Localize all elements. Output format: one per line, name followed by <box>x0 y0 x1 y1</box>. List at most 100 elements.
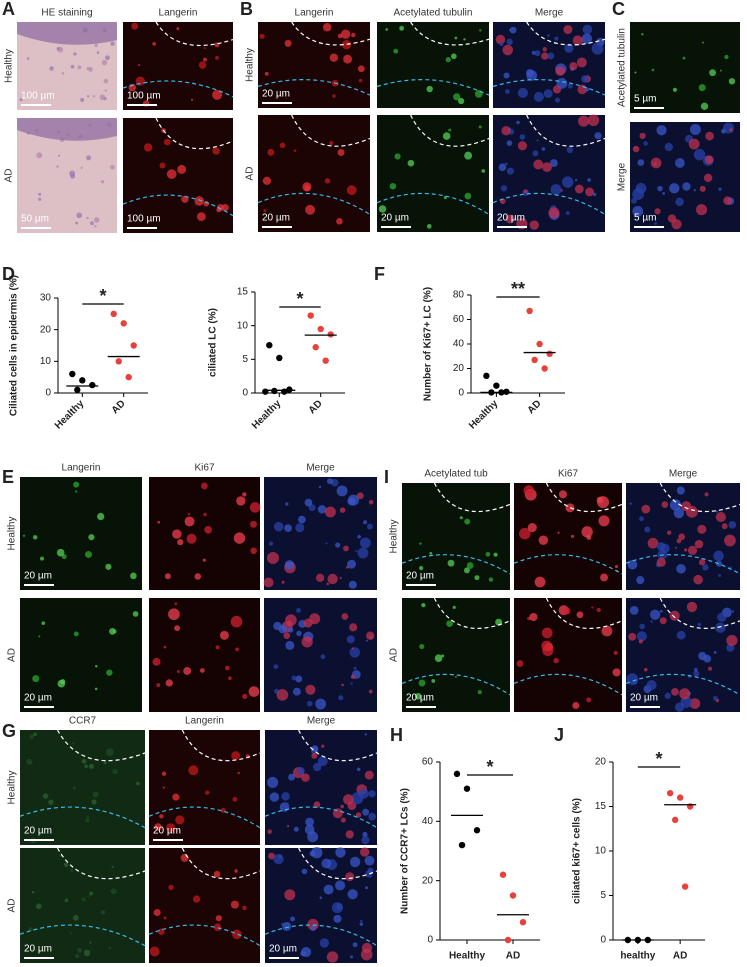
cell <box>267 148 275 156</box>
row-label: AD <box>4 169 15 183</box>
column-title: HE staining <box>41 8 92 19</box>
cell <box>364 770 374 780</box>
data-point <box>526 307 533 315</box>
cell <box>304 498 313 507</box>
dashed-border <box>410 21 490 46</box>
cell <box>697 524 707 534</box>
cell <box>281 580 285 584</box>
cell <box>230 615 243 628</box>
cell <box>542 47 548 52</box>
cell <box>541 52 549 60</box>
cell <box>365 870 373 878</box>
cell <box>73 631 79 637</box>
cell <box>474 89 483 98</box>
cell <box>669 499 682 511</box>
cell <box>694 539 704 549</box>
cell <box>500 185 508 192</box>
cell <box>203 46 206 50</box>
x-tick-label: Healthy <box>53 398 87 432</box>
row-label: Healthy <box>7 771 18 805</box>
y-tick-label: 10 <box>237 320 249 331</box>
cell <box>547 52 555 60</box>
cell <box>682 56 686 60</box>
cell <box>159 814 164 819</box>
cell <box>162 786 165 789</box>
cell <box>474 575 480 581</box>
cell <box>26 758 33 765</box>
cell <box>351 647 354 650</box>
data-point <box>307 312 314 319</box>
cell <box>362 831 368 838</box>
dashed-border <box>148 924 261 947</box>
cell <box>574 184 584 194</box>
dashed-border <box>513 673 623 696</box>
cell <box>326 582 330 586</box>
cell <box>414 693 422 700</box>
cell <box>584 87 590 92</box>
cell <box>69 170 76 177</box>
cell <box>341 40 352 50</box>
cell <box>350 682 353 685</box>
cell <box>498 163 507 172</box>
micrograph <box>123 118 233 233</box>
cell <box>477 690 482 695</box>
cell <box>571 534 575 538</box>
cell <box>574 178 578 182</box>
cell <box>666 530 672 535</box>
cell <box>49 66 54 71</box>
cell <box>94 687 98 691</box>
cell <box>343 794 354 805</box>
cell <box>509 26 517 34</box>
row-label: Healthy <box>245 48 256 82</box>
column-title: Merge <box>307 716 336 727</box>
y-tick-label: 5 <box>600 890 606 901</box>
cell <box>104 89 108 92</box>
cell <box>598 515 610 527</box>
cell <box>38 197 42 201</box>
cell <box>212 147 220 155</box>
cell <box>554 97 561 103</box>
cell <box>273 664 279 670</box>
cell <box>103 761 107 765</box>
cell <box>682 182 691 191</box>
cell <box>643 141 648 146</box>
data-point <box>317 325 324 333</box>
cell <box>232 929 242 940</box>
y-tick-label: 80 <box>453 290 465 301</box>
cell <box>92 791 99 798</box>
column-title: Ki67 <box>558 469 578 480</box>
cell <box>643 667 648 672</box>
cell <box>673 507 685 519</box>
cell <box>368 499 374 505</box>
cell <box>205 790 210 795</box>
data-point <box>463 785 471 792</box>
cell <box>284 560 295 570</box>
cell <box>86 155 92 161</box>
cell <box>356 767 361 772</box>
data-point <box>536 340 543 348</box>
cell <box>161 771 167 776</box>
data-point <box>110 310 117 318</box>
dashed-border <box>291 114 371 147</box>
cell <box>186 533 197 544</box>
dashed-border <box>257 192 371 215</box>
scale-bar-label: 20 µm <box>24 944 52 955</box>
panel-label: F <box>374 264 385 284</box>
cell <box>323 884 334 895</box>
column-title: Acetylated tub <box>424 469 488 480</box>
row-label: Healthy <box>7 517 18 551</box>
panel-label: I <box>384 467 389 487</box>
column-title: Langerin <box>295 8 334 19</box>
cell <box>713 695 718 701</box>
data-point <box>504 936 512 944</box>
row-label: AD <box>7 899 18 913</box>
cell <box>582 24 593 35</box>
cell <box>504 162 508 166</box>
cell <box>364 855 375 866</box>
cell <box>597 496 610 509</box>
cell <box>295 523 305 533</box>
cell <box>358 788 369 799</box>
cell <box>724 534 736 547</box>
panel-label: B <box>240 0 253 19</box>
data-point <box>322 357 329 364</box>
